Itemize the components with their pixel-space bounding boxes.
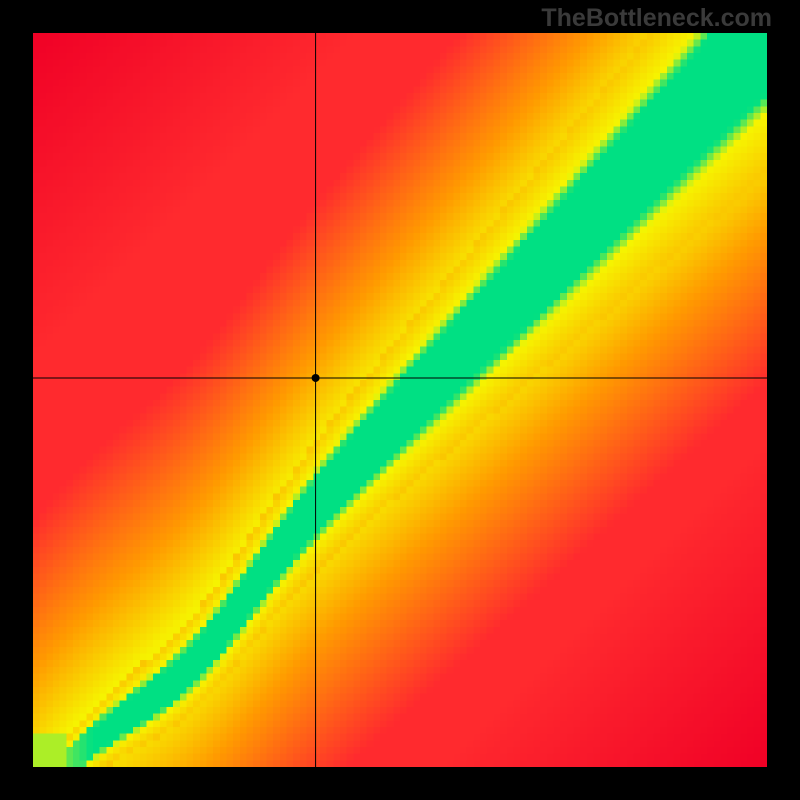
chart-container: { "watermark": { "text": "TheBottleneck.… bbox=[0, 0, 800, 800]
watermark-text: TheBottleneck.com bbox=[541, 4, 772, 33]
bottleneck-heatmap bbox=[33, 33, 767, 767]
